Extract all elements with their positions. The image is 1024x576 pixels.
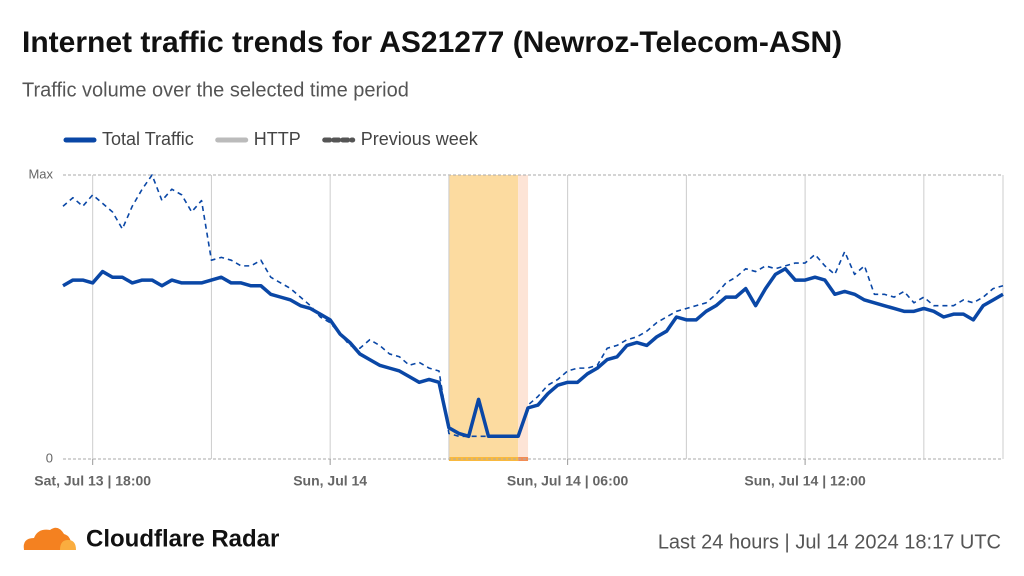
legend-label: Previous week <box>361 129 479 149</box>
highlight-band <box>518 175 529 459</box>
brand-logo <box>23 527 76 550</box>
series-line <box>62 174 1004 438</box>
brand-name: Cloudflare Radar <box>86 525 279 552</box>
y-tick-label: Max <box>28 166 53 181</box>
footer-text: Last 24 hours | Jul 14 2024 18:17 UTC <box>658 531 1001 553</box>
x-tick-label: Sun, Jul 14 | 12:00 <box>744 473 866 489</box>
chart-title: Internet traffic trends for AS21277 (New… <box>22 26 842 59</box>
x-tick-label: Sun, Jul 14 | 06:00 <box>507 473 629 489</box>
legend-label: Total Traffic <box>102 129 194 149</box>
x-tick-label: Sat, Jul 13 | 18:00 <box>34 473 151 489</box>
x-tick-label: Sun, Jul 14 <box>293 473 367 489</box>
legend: Total Traffic HTTP Previous week <box>63 129 479 149</box>
legend-label: HTTP <box>254 129 301 149</box>
y-tick-label: 0 <box>46 450 53 465</box>
chart-subtitle: Traffic volume over the selected time pe… <box>22 79 409 101</box>
series-line <box>62 266 1004 439</box>
